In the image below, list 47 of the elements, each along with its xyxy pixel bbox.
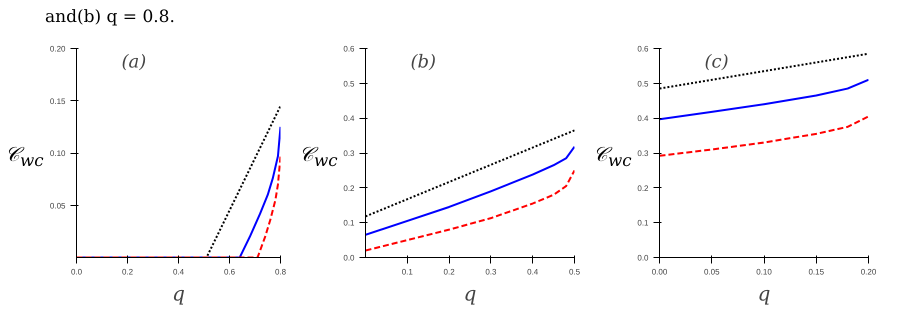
- chart-title: (c): [704, 52, 729, 72]
- x-tick-label: 0.05: [704, 268, 720, 276]
- y-tick-label: 0.15: [50, 96, 66, 106]
- x-tick-label: 0.8: [274, 268, 287, 276]
- y-tick-label: 0.3: [343, 149, 356, 158]
- y-tick-label: 0.20: [50, 44, 66, 54]
- y-tick-label: 0.1: [343, 218, 356, 228]
- line-series: [366, 169, 574, 252]
- y-tick-label: 0.5: [343, 79, 356, 88]
- line-series: [660, 115, 868, 157]
- y-tick-label: 0.2: [637, 184, 650, 193]
- x-tick-label: 0.20: [860, 268, 877, 276]
- y-tick-label: 0.4: [343, 114, 356, 124]
- chart-title: (b): [410, 52, 436, 72]
- x-tick-label: 0.2: [444, 268, 456, 276]
- y-axis-title: 𝒞$_{wc}$: [299, 142, 338, 170]
- y-tick-label: 0.6: [637, 44, 650, 54]
- y-tick-label: 0.6: [343, 44, 356, 54]
- y-tick-label: 0.1: [637, 218, 650, 228]
- y-tick-label: 0.10: [50, 149, 66, 158]
- y-tick-label: 0.5: [637, 79, 650, 88]
- x-axis-title: q: [464, 282, 476, 306]
- x-tick-label: 0.15: [808, 268, 825, 276]
- y-tick-label: 0.4: [637, 114, 650, 124]
- line-series: [660, 78, 868, 120]
- y-tick-label: 0.3: [637, 149, 650, 158]
- text: and(b) q = 0.8.: [45, 6, 175, 29]
- x-tick-label: 0.3: [485, 268, 498, 276]
- x-tick-label: 0.4: [172, 268, 185, 276]
- x-tick-label: 0.5: [568, 268, 581, 276]
- x-axis-title: q: [172, 282, 185, 306]
- x-tick-label: 0.10: [756, 268, 772, 276]
- x-tick-label: 0.6: [224, 268, 236, 276]
- y-axis-title: 𝒞$_{wc}$: [5, 142, 44, 170]
- x-tick-label: 0.1: [402, 268, 414, 276]
- y-axis-title: 𝒞$_{wc}$: [593, 142, 632, 170]
- chart-title: (a): [122, 52, 146, 72]
- y-tick-label: 0.0: [637, 254, 650, 262]
- x-tick-label: 0.0: [70, 268, 83, 276]
- line-series: [366, 146, 574, 236]
- x-tick-label: 0.2: [122, 268, 134, 276]
- x-axis-title: q: [758, 282, 770, 306]
- y-tick-label: 0.05: [50, 201, 66, 210]
- y-tick-label: 0.2: [343, 184, 356, 193]
- x-tick-label: 0.4: [527, 268, 539, 276]
- x-tick-label: 0.00: [652, 268, 668, 276]
- y-tick-label: 0.0: [343, 254, 356, 262]
